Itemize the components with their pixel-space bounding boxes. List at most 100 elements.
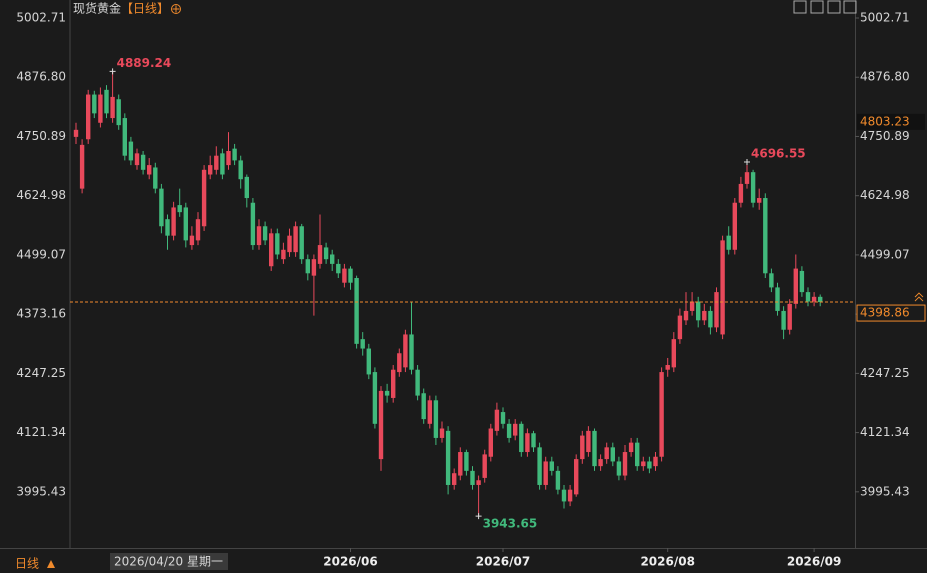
candle-body [116, 99, 121, 126]
candle-body [811, 296, 817, 302]
candle-body [256, 226, 262, 246]
candle-body [592, 430, 597, 467]
candle-body [580, 435, 585, 460]
candle-body [281, 249, 286, 260]
candle-body [305, 259, 310, 274]
candle-body [140, 154, 146, 170]
candle-body [543, 461, 548, 485]
candle-body [488, 428, 493, 457]
candle-body [805, 292, 811, 302]
candle-body [610, 447, 615, 462]
candle-body [567, 489, 573, 502]
candle-body [195, 219, 201, 241]
y2-tick-label: 4750.89 [860, 129, 910, 143]
candle-body [244, 176, 249, 199]
y2-tick-label: 4121.34 [860, 425, 910, 439]
extreme-marker [109, 68, 116, 75]
y-tick-label: 4121.34 [16, 425, 66, 439]
candle-body [702, 310, 707, 321]
candle-body [403, 334, 408, 368]
candle-body [128, 141, 134, 161]
candle-body [397, 353, 402, 373]
candle-body [366, 348, 371, 375]
candle-body [262, 226, 268, 241]
candle-body [769, 273, 774, 288]
candle-body [384, 390, 390, 396]
candle-body [421, 393, 426, 420]
candle-body [818, 296, 823, 303]
candle-body [726, 235, 731, 250]
candle-body [537, 447, 542, 485]
candle-body [561, 489, 567, 502]
candle-body [531, 433, 536, 448]
candle-body [317, 245, 323, 264]
x-tick-label: 2026/08 [640, 555, 694, 569]
candle-body [439, 428, 445, 438]
bottom-period[interactable]: 日线 [15, 557, 39, 571]
candle-body [330, 254, 335, 264]
candle-body [763, 198, 768, 274]
extreme-marker [744, 159, 750, 166]
candle-body [183, 207, 188, 241]
candle-body [616, 461, 622, 476]
y-tick-label: 4876.80 [16, 70, 66, 84]
candle-body [604, 447, 609, 460]
candle-body [757, 198, 762, 203]
candle-body [549, 461, 554, 471]
candle-body [665, 365, 670, 370]
candle-body [73, 129, 79, 137]
candle-body [525, 433, 530, 453]
candle-body [189, 235, 195, 246]
candle-body [336, 263, 341, 274]
extreme-marker [475, 513, 482, 520]
crosshair-value: 4803.23 [860, 114, 910, 128]
chart-title: 现货黄金 [73, 1, 121, 16]
period-arrow[interactable] [47, 560, 55, 568]
candle-body [177, 205, 182, 213]
candle-body [445, 430, 451, 485]
candle-body [104, 89, 109, 114]
candle-body [738, 183, 744, 203]
add-icon[interactable] [171, 4, 181, 14]
candle-body [793, 268, 798, 304]
candle-body [171, 207, 176, 236]
candle-body [348, 268, 353, 283]
candle-body [458, 452, 463, 476]
y-tick-label: 3995.43 [16, 484, 66, 498]
y2-tick-label: 5002.71 [860, 11, 910, 25]
candle-body [799, 270, 805, 293]
candle-body [598, 459, 603, 467]
candle-body [494, 409, 500, 431]
candle-body [214, 155, 219, 170]
y-tick-label: 4247.25 [16, 366, 66, 380]
candle-body [659, 372, 664, 457]
candle-body [360, 339, 365, 349]
candle-body [622, 452, 628, 476]
last-price-label: 4398.86 [860, 306, 910, 320]
candle-body [378, 390, 384, 460]
crosshair-date-box [110, 553, 228, 570]
candle-body [683, 310, 689, 321]
toolbar[interactable] [793, 0, 857, 14]
candle-body [464, 452, 469, 471]
candle-body [628, 442, 634, 453]
candle-body [287, 235, 292, 253]
candle-body [409, 334, 414, 370]
candle-body [574, 459, 579, 495]
candle-body [147, 165, 152, 175]
y-tick-label: 4624.98 [16, 188, 66, 202]
candle-body [482, 454, 487, 478]
y-tick-label: 4499.07 [16, 247, 66, 261]
candle-body [415, 369, 420, 396]
candle-body [134, 153, 140, 166]
candle-body [744, 172, 750, 184]
candle-body [311, 259, 317, 276]
y-tick-label: 4750.89 [16, 129, 66, 143]
candle-body [775, 287, 780, 311]
x-tick-label: 2026/07 [476, 555, 530, 569]
last-price-box [856, 304, 926, 322]
candle-body [653, 456, 658, 467]
candle-body [500, 412, 506, 424]
candle-body [208, 165, 213, 175]
